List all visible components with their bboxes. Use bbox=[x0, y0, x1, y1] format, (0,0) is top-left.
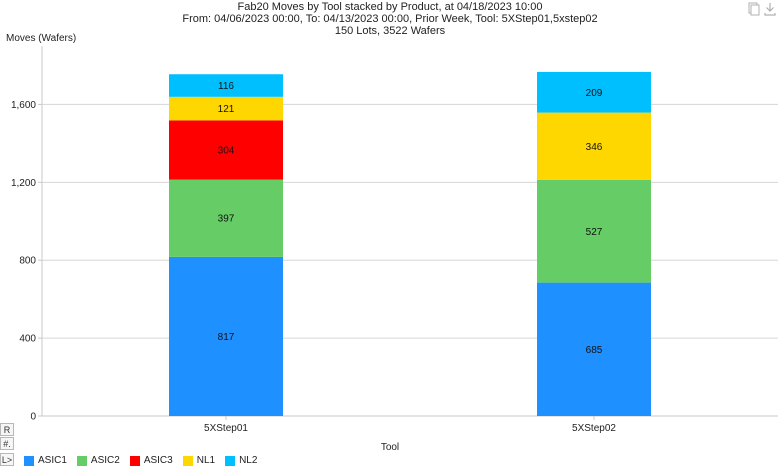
data-label: 817 bbox=[218, 332, 235, 343]
legend-label: ASIC3 bbox=[143, 455, 173, 466]
toolbar-icons bbox=[748, 2, 776, 16]
legend-swatch bbox=[76, 456, 87, 466]
x-tick-label: 5XStep02 bbox=[572, 423, 616, 434]
y-tick-label: 800 bbox=[19, 256, 36, 267]
y-axis-ticks: 0 400 800 1,200 1,600 bbox=[11, 100, 42, 423]
bar-asic1-5xstep02[interactable] bbox=[537, 282, 651, 416]
legend-item-asic1[interactable]: ASIC1 bbox=[24, 455, 67, 467]
number-format-button[interactable]: #. bbox=[0, 437, 14, 450]
bar-nl2-5xstep01[interactable] bbox=[169, 74, 283, 97]
bar-nl2-5xstep02[interactable] bbox=[537, 71, 651, 113]
data-label: 527 bbox=[586, 227, 603, 238]
chart-title: Fab20 Moves by Tool stacked by Product, … bbox=[182, 1, 597, 37]
legend-label: ASIC1 bbox=[38, 455, 67, 466]
bar-nl1-5xstep02[interactable] bbox=[537, 112, 651, 180]
r-button[interactable]: R bbox=[0, 423, 14, 436]
bar-asic2-5xstep01[interactable] bbox=[169, 179, 283, 257]
chart-title-line-3: 150 Lots, 3522 Wafers bbox=[335, 25, 446, 37]
copy-icon[interactable] bbox=[748, 2, 760, 16]
legend-swatch bbox=[129, 456, 140, 466]
legend-label: ASIC2 bbox=[90, 455, 120, 466]
legend-item-nl2[interactable]: NL2 bbox=[225, 455, 257, 467]
legend-item-asic2[interactable]: ASIC2 bbox=[76, 455, 120, 467]
x-axis-label: Tool bbox=[381, 442, 399, 453]
x-axis-ticks: 5XStep01 5XStep02 bbox=[204, 416, 616, 434]
legend-item-asic3[interactable]: ASIC3 bbox=[129, 455, 173, 467]
y-tick-label: 400 bbox=[19, 334, 36, 345]
legend-swatch bbox=[24, 456, 34, 466]
data-label: 685 bbox=[586, 345, 603, 356]
bar-asic1-5xstep01[interactable] bbox=[169, 256, 283, 416]
x-tick-label: 5XStep01 bbox=[204, 423, 248, 434]
chart-title-line-1: Fab20 Moves by Tool stacked by Product, … bbox=[238, 1, 543, 13]
legend-label: NL2 bbox=[239, 455, 258, 466]
chart-title-line-2: From: 04/06/2023 00:00, To: 04/13/2023 0… bbox=[182, 13, 597, 25]
legend-swatch bbox=[182, 456, 193, 466]
data-label: 397 bbox=[218, 214, 235, 225]
grid-lines bbox=[41, 46, 778, 417]
legend-swatch bbox=[225, 456, 236, 466]
bars: 817 397 304 121 116 685 527 346 209 bbox=[169, 71, 651, 416]
legend-item-nl1[interactable]: NL1 bbox=[182, 455, 216, 467]
data-label: 209 bbox=[586, 88, 603, 99]
legend-label: NL1 bbox=[196, 455, 216, 466]
bar-asic3-5xstep01[interactable] bbox=[169, 120, 283, 180]
y-tick-label: 1,200 bbox=[11, 178, 36, 189]
y-axis-label: Moves (Wafers) bbox=[6, 33, 76, 44]
data-label: 346 bbox=[586, 142, 603, 153]
data-label: 304 bbox=[218, 145, 235, 156]
legend: ASIC1 ASIC2 ASIC3 NL1 NL2 bbox=[24, 455, 257, 467]
bar-asic2-5xstep02[interactable] bbox=[537, 179, 651, 283]
y-tick-label: 1,600 bbox=[11, 100, 36, 111]
bar-nl1-5xstep01[interactable] bbox=[169, 96, 283, 121]
data-label: 116 bbox=[218, 81, 234, 92]
data-label: 121 bbox=[218, 104, 235, 115]
y-tick-label: 0 bbox=[30, 412, 36, 423]
download-icon[interactable] bbox=[764, 2, 776, 16]
legend-toggle-button[interactable]: L> bbox=[0, 453, 14, 466]
